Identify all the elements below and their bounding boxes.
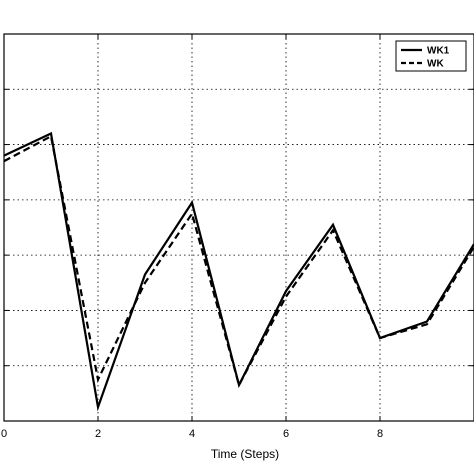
series-line-wk1 <box>3 131 474 412</box>
legend-label-wk: WK <box>427 59 444 70</box>
x-tick-label: 8 <box>377 428 383 440</box>
x-tick-label: 0 <box>1 428 7 440</box>
grid <box>4 34 474 421</box>
x-axis-label: Time (Steps) <box>211 447 279 461</box>
series-layer <box>3 131 474 412</box>
plot-frame <box>3 33 474 422</box>
series-line-wk <box>3 134 474 389</box>
x-tick-label: 4 <box>189 428 195 440</box>
legend: WK1 WK <box>395 40 467 72</box>
legend-label-wk1: WK1 <box>427 46 450 57</box>
x-tick-label: 2 <box>95 428 101 440</box>
legend-box <box>395 40 467 72</box>
x-tick-label: 6 <box>283 428 289 440</box>
tick-labels: 0 2 4 6 8 <box>1 34 474 440</box>
